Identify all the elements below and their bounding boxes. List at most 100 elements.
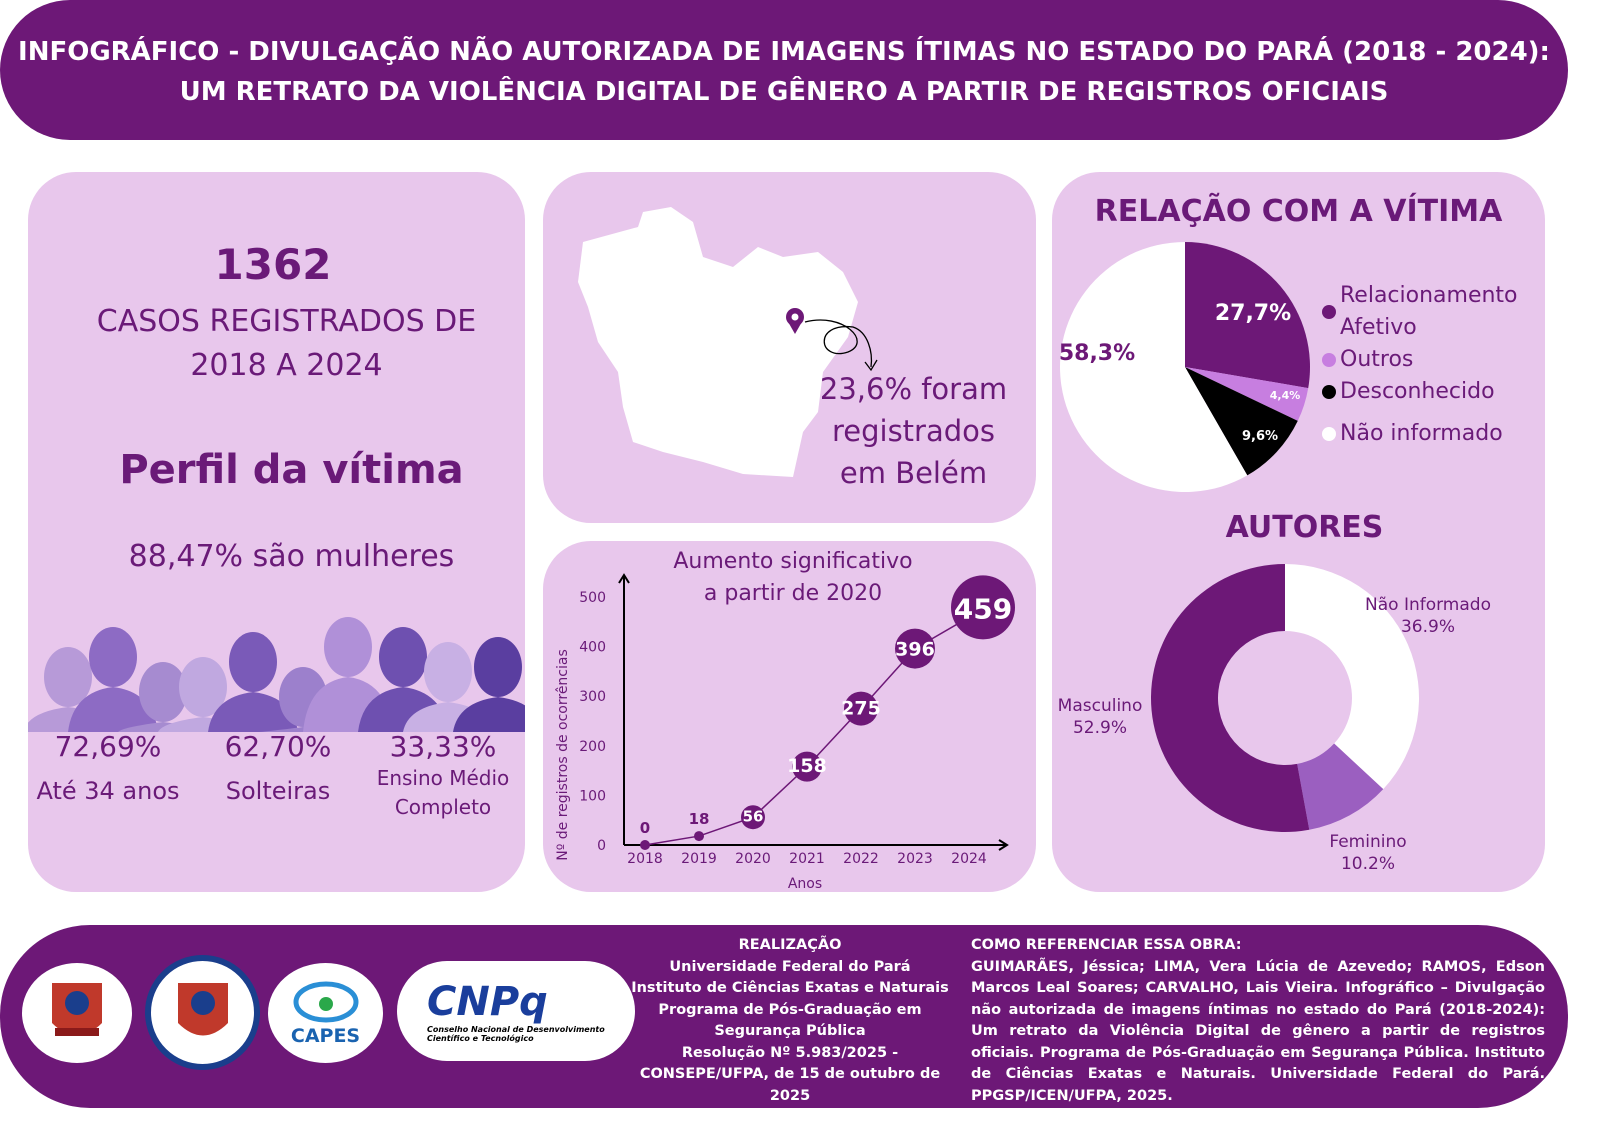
legend-label: Desconhecido (1340, 379, 1495, 404)
y-tick-label: 100 (579, 788, 606, 804)
reference-text: GUIMARÃES, Jéssica; LIMA, Vera Lúcia de … (971, 958, 1545, 1104)
legend-dot-icon (1322, 353, 1336, 367)
data-point (741, 805, 765, 830)
realizacao-line: Universidade Federal do Pará (669, 958, 911, 975)
line-chart: 0 100 200 300 400 500 Nº de registros de ocorr… (555, 573, 1015, 892)
x-tick-label: 2022 (843, 851, 879, 867)
donut-category-label: Não Informado (1365, 595, 1491, 615)
x-tick-label: 2020 (735, 851, 771, 867)
relations-authors-panel: RELAÇÃO COM A VÍTIMA AUTORES 27,7% 4,4% 9,… (1052, 172, 1545, 892)
donut-value-label: 36.9% (1401, 617, 1455, 637)
chart-title: Aumento significativo a partir de 2020 (633, 546, 953, 610)
belem-line: em Belém (839, 456, 988, 490)
data-label: 459 (954, 593, 1012, 626)
x-tick-label: 2024 (951, 851, 987, 867)
reference-block: COMO REFERENCIAR ESSA OBRA: GUIMARÃES, J… (971, 935, 1545, 1107)
pie-legend: Relacionamento Afetivo Outros Desconhecido… (1322, 280, 1530, 450)
relation-title: RELAÇÃO COM A VÍTIMA (1094, 194, 1503, 229)
authors-title: AUTORES (1225, 510, 1384, 545)
stat-label: Ensino Médio Completo (376, 766, 510, 819)
legend-dot-icon (1322, 305, 1336, 319)
map-panel: 23,6% foram registrados em Belém (543, 172, 1036, 523)
data-label: 56 (743, 807, 764, 825)
data-point (694, 831, 704, 842)
realizacao-title: REALIZAÇÃO (738, 937, 842, 953)
cnpq-sub: Conselho Nacional de Desenvolvimento (427, 1025, 605, 1034)
x-tick-label: 2019 (681, 851, 717, 867)
silhouette-head (229, 632, 277, 692)
realizacao-block: REALIZAÇÃO Universidade Federal do Pará … (625, 935, 955, 1107)
silhouette-body (453, 697, 525, 732)
legend-item: Outros (1322, 344, 1530, 376)
y-tick-label: 300 (579, 689, 606, 705)
legend-label: Outros (1340, 347, 1414, 372)
reference-title: COMO REFERENCIAR ESSA OBRA: (971, 937, 1242, 953)
data-label: 18 (689, 810, 710, 828)
x-tick-label: 2021 (789, 851, 825, 867)
pie-data-label: 9,6% (1242, 429, 1278, 444)
capes-logo-text: CAPES (290, 1024, 361, 1047)
stat-value: 62,70% (224, 730, 332, 763)
pie-data-label: 27,7% (1215, 301, 1291, 326)
y-tick-label: 0 (597, 838, 606, 854)
title-line-1: INFOGRÁFICO - DIVULGAÇÃO NÃO AUTORIZADA … (18, 37, 1550, 67)
legend-item: Relacionamento Afetivo (1322, 280, 1530, 344)
ppgsp-logo (145, 955, 260, 1070)
realizacao-line: Segurança Pública (714, 1023, 866, 1039)
header-banner: INFOGRÁFICO - DIVULGAÇÃO NÃO AUTORIZADA … (0, 0, 1568, 140)
data-point (640, 840, 650, 850)
total-cases: 1362 (214, 240, 332, 289)
data-point (895, 628, 935, 669)
belem-line: registrados (831, 414, 996, 448)
curved-arrow-icon (804, 319, 873, 368)
pie-slice (1297, 743, 1384, 830)
pie-slice (1185, 367, 1298, 476)
data-point (844, 691, 878, 726)
stat-value: 33,33% (389, 730, 497, 763)
belem-text: 23,6% foram registrados em Belém (811, 368, 1016, 494)
caption-line: CASOS REGISTRADOS DE (96, 304, 477, 339)
donut-value-label: 10.2% (1341, 854, 1395, 874)
legend-dot-icon (1322, 427, 1336, 441)
ufpa-logo (22, 963, 132, 1063)
pie-slice (1185, 242, 1310, 389)
y-axis-label: Nº de registros de ocorrências (555, 649, 571, 861)
pie-slice (1185, 367, 1309, 421)
line-chart-panel: Aumento significativo a partir de 2020 0… (543, 541, 1036, 892)
realizacao-line: Programa de Pós-Graduação em (658, 1001, 922, 1018)
belem-line: 23,6% foram (819, 372, 1008, 406)
silhouette-head (379, 627, 427, 687)
silhouette-head (44, 647, 92, 707)
legend-item: Não informado (1322, 418, 1530, 450)
silhouette-head (424, 642, 472, 702)
legend-item: Desconhecido (1322, 376, 1530, 408)
x-tick-label: 2018 (627, 851, 663, 867)
silhouette-head (139, 662, 187, 722)
data-label: 275 (841, 698, 881, 720)
silhouette-head (474, 637, 522, 697)
title-line-2: UM RETRATO DA VIOLÊNCIA DIGITAL DE GÊNER… (179, 77, 1389, 107)
capes-logo: CAPES (268, 963, 383, 1063)
silhouette-head (89, 627, 137, 687)
pie-data-label: 4,4% (1270, 389, 1301, 402)
chart-axes (623, 576, 1005, 846)
axis-arrows (618, 573, 1009, 851)
woman-silhouette (453, 637, 525, 732)
silhouette-body (68, 687, 158, 732)
pie-slice (1151, 564, 1310, 832)
silhouette-head (324, 617, 372, 677)
y-tick-label: 400 (579, 640, 606, 656)
realizacao-line: Instituto de Ciências Exatas e Naturais (631, 980, 949, 996)
silhouette-body (208, 692, 298, 732)
donut-category-label: Masculino (1058, 696, 1143, 716)
stat-label: Solteiras (225, 777, 331, 805)
data-label: 158 (787, 755, 827, 777)
pie-slice (1285, 564, 1419, 790)
legend-dot-icon (1322, 385, 1336, 399)
cnpq-logo-text: CNPq (427, 979, 548, 1025)
realizacao-line: CONSEPE/UFPA, de 15 de outubro de 2025 (639, 1066, 941, 1104)
woman-silhouette (68, 627, 158, 732)
donut-value-label: 52.9% (1073, 718, 1127, 738)
y-tick-label: 500 (579, 590, 606, 606)
